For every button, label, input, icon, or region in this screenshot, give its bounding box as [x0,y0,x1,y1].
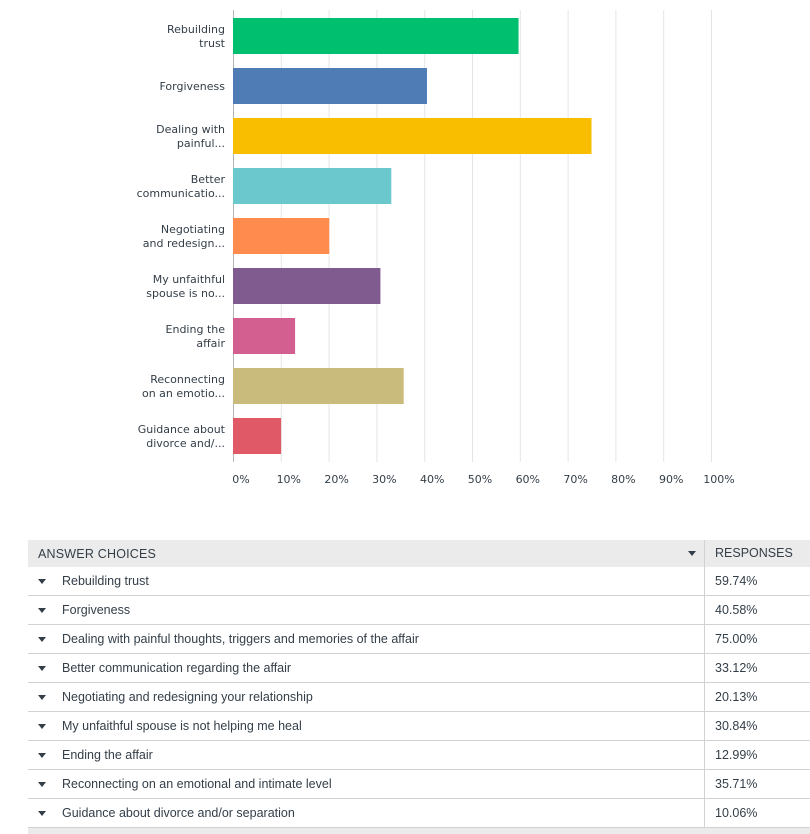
answer-choices-header-label: ANSWER CHOICES [38,546,157,561]
table-row: Dealing with painful thoughts, triggers … [28,625,810,654]
expand-caret-icon[interactable] [38,752,46,758]
category-label: Better communicatio... [137,173,226,200]
category-label: Rebuilding trust [167,23,226,50]
category-label: Ending the affair [166,323,226,350]
answer-choice-cell: Negotiating and redesigning your relatio… [28,690,704,704]
x-tick-label: 30% [372,473,396,486]
x-tick-label: 90% [659,473,683,486]
x-tick-label: 80% [611,473,635,486]
table-header: ANSWER CHOICES RESPONSES [28,540,810,567]
table-footer [28,828,810,834]
answer-choice-label: Rebuilding trust [62,574,149,588]
answer-choice-cell: Ending the affair [28,748,704,762]
response-percent: 20.13% [704,683,810,711]
response-percent: 12.99% [704,741,810,769]
category-label: Forgiveness [159,80,225,93]
x-tick-labels: 0% 10% 20% 30% 40% 50% 60% 70% 80% 90% 100% [232,473,734,486]
table-row: Forgiveness 40.58% [28,596,810,625]
answer-choice-cell: My unfaithful spouse is not helping me h… [28,719,704,733]
category-label: Negotiating and redesign... [143,223,225,250]
expand-caret-icon[interactable] [38,723,46,729]
bar[interactable] [233,18,519,54]
answer-choice-label: My unfaithful spouse is not helping me h… [62,719,302,733]
bar[interactable] [233,168,392,204]
answer-choice-cell: Dealing with painful thoughts, triggers … [28,632,704,646]
response-percent: 30.84% [704,712,810,740]
answer-choice-cell: Forgiveness [28,603,704,617]
category-label: Dealing with painful... [156,123,225,150]
response-percent: 33.12% [704,654,810,682]
x-tick-label: 100% [703,473,734,486]
answer-choice-cell: Reconnecting on an emotional and intimat… [28,777,704,791]
table-row: Rebuilding trust 59.74% [28,567,810,596]
response-percent: 75.00% [704,625,810,653]
sort-caret-icon[interactable] [688,551,696,556]
responses-header: RESPONSES [704,540,810,567]
expand-caret-icon[interactable] [38,810,46,816]
x-tick-label: 0% [232,473,249,486]
table-row: Negotiating and redesigning your relatio… [28,683,810,712]
table-row: My unfaithful spouse is not helping me h… [28,712,810,741]
bar[interactable] [233,68,427,104]
x-tick-label: 60% [516,473,540,486]
category-labels: Rebuilding trust Forgiveness Dealing with pa… [137,23,226,450]
bars [233,18,592,454]
bar[interactable] [233,368,404,404]
bar[interactable] [233,218,330,254]
table-row: Reconnecting on an emotional and intimat… [28,770,810,799]
table-body: Rebuilding trust 59.74% Forgiveness 40.58% D… [28,567,810,828]
x-tick-label: 50% [468,473,492,486]
answer-choices-header[interactable]: ANSWER CHOICES [28,547,704,561]
answer-choice-label: Guidance about divorce and/or separation [62,806,295,820]
category-label: Reconnecting on an emotio... [142,373,225,400]
response-percent: 35.71% [704,770,810,798]
response-percent: 59.74% [704,567,810,595]
table-row: Guidance about divorce and/or separation… [28,799,810,828]
expand-caret-icon[interactable] [38,578,46,584]
answer-table: ANSWER CHOICES RESPONSES Rebuilding trus… [28,540,810,834]
bar[interactable] [233,118,592,154]
category-label: My unfaithful spouse is no... [146,273,225,300]
answer-choice-label: Negotiating and redesigning your relatio… [62,690,313,704]
answer-choice-cell: Guidance about divorce and/or separation [28,806,704,820]
x-tick-label: 20% [324,473,348,486]
table-row: Ending the affair 12.99% [28,741,810,770]
response-percent: 40.58% [704,596,810,624]
response-percent: 10.06% [704,799,810,827]
bar-chart: Rebuilding trust Forgiveness Dealing with pa… [137,10,735,486]
expand-caret-icon[interactable] [38,665,46,671]
expand-caret-icon[interactable] [38,607,46,613]
answer-choice-cell: Rebuilding trust [28,574,704,588]
bar[interactable] [233,268,381,304]
bar[interactable] [233,318,296,354]
answer-choice-cell: Better communication regarding the affai… [28,661,704,675]
answer-choice-label: Forgiveness [62,603,131,617]
answer-choice-label: Reconnecting on an emotional and intimat… [62,777,332,791]
expand-caret-icon[interactable] [38,694,46,700]
category-label: Guidance about divorce and/... [138,423,226,450]
expand-caret-icon[interactable] [38,781,46,787]
answer-choice-label: Dealing with painful thoughts, triggers … [62,632,419,646]
x-tick-label: 70% [563,473,587,486]
table-row: Better communication regarding the affai… [28,654,810,683]
x-tick-label: 40% [420,473,444,486]
answer-choice-label: Better communication regarding the affai… [62,661,292,675]
expand-caret-icon[interactable] [38,636,46,642]
answer-choice-label: Ending the affair [62,748,153,762]
bar[interactable] [233,418,282,454]
x-tick-label: 10% [277,473,301,486]
